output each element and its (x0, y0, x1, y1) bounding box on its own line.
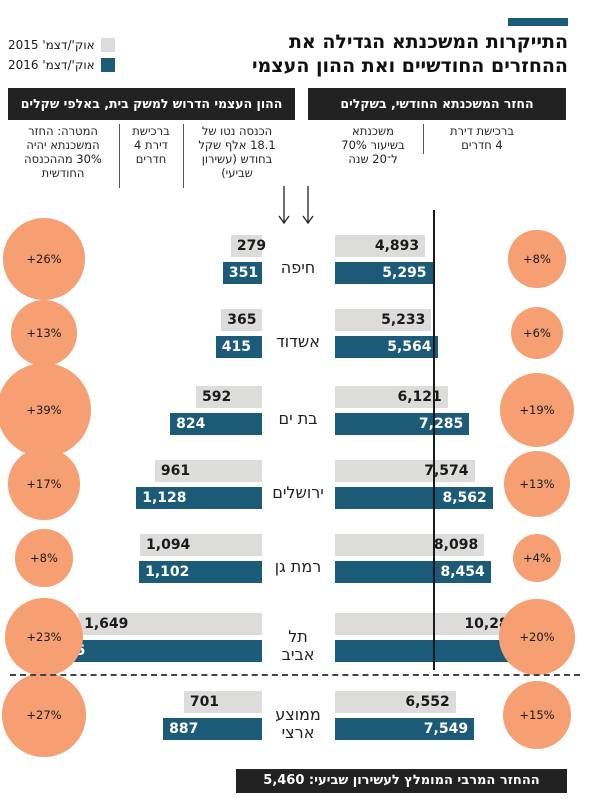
equity-bar: 415 (215, 336, 262, 358)
equity-change-circle: +39% (0, 362, 92, 458)
mortgage-bar: 6,121 (335, 386, 448, 408)
mortgage-bar: 8,098 (335, 534, 485, 556)
equity-bar: 365 (221, 309, 262, 331)
city-label: חיפה (280, 258, 316, 277)
arrow-down-icon (278, 186, 290, 225)
city-label: אשדוד (276, 332, 320, 351)
mortgage-bar: 5,295 (335, 262, 433, 284)
mortgage-change-circle: +13% (504, 451, 570, 517)
equity-bar: 1,649 (78, 613, 262, 635)
city-label: ירושלים (272, 483, 324, 502)
equity-header: ההון העצמי הדרוש למשק בית, באלפי שקלים (8, 88, 295, 120)
mortgage-bar: 7,285 (335, 413, 470, 435)
title-line-2: ההחזרים החודשיים ואת ההון העצמי (251, 55, 568, 77)
mortgage-change-circle: +6% (510, 306, 564, 360)
mortgage-change-circle: +20% (499, 599, 575, 675)
mortgage-change-circle: +4% (513, 534, 561, 582)
legend-swatch-2016 (100, 58, 115, 72)
mortgage-terms-note: משכנתא בשיעור 70% ל־20 שנה (341, 124, 405, 166)
note-separator (119, 124, 120, 188)
legend-label-2015: אוק'/דצמ' 2015 (8, 38, 95, 52)
equity-bar: 887 (163, 718, 262, 740)
mortgage-bar: 7,549 (335, 718, 475, 740)
mortgage-bar: 10,281 (335, 613, 525, 635)
mortgage-bar: 5,233 (335, 309, 432, 331)
footer-note: ההחזר המרבי המומלץ לעשירון שביעי: 5,460 (236, 769, 567, 793)
arrow-down-icon (302, 186, 314, 225)
city-label: ממוצע ארצי (275, 705, 321, 742)
average-divider (10, 674, 580, 676)
equity-change-circle: +26% (2, 217, 86, 301)
city-label: תל אביב (281, 627, 315, 664)
legend-swatch-2015 (100, 38, 115, 52)
equity-bar: 279 (230, 235, 266, 257)
equity-bar: 1,128 (136, 487, 262, 509)
equity-bar: 701 (183, 691, 262, 713)
legend-label-2016: אוק'/דצמ' 2016 (8, 58, 95, 72)
equity-target-note: המטרה: החזר המשכנתא יהיה 30% מההכנסה החו… (24, 124, 102, 180)
mortgage-bar: 8,562 (335, 487, 493, 509)
reference-line (433, 210, 435, 670)
accent-bar (508, 18, 568, 26)
equity-apartment-note: ברכישת דירת 4 חדרים (132, 124, 170, 166)
mortgage-bar: 4,893 (335, 235, 426, 257)
mortgage-change-circle: +8% (508, 230, 566, 288)
mortgage-bar: 6,552 (335, 691, 456, 713)
equity-bar: 824 (170, 413, 262, 435)
mortgage-bar: 5,564 (335, 336, 438, 358)
equity-bar: 1,094 (140, 534, 262, 556)
equity-change-circle: +13% (11, 300, 77, 366)
title-line-1: התייקרות המשכנתא הגדילה את (288, 31, 568, 53)
legend-item-2015: אוק'/דצמ' 2015 (8, 37, 115, 53)
note-separator (423, 124, 424, 154)
mortgage-bar: 7,574 (335, 460, 475, 482)
mortgage-bar: 8,454 (335, 561, 491, 583)
mortgage-change-circle: +15% (502, 680, 572, 750)
equity-bar: 1,102 (139, 561, 262, 583)
mortgage-header: החזר המשכנתא החודשי, בשקלים (308, 88, 566, 120)
equity-change-circle: +17% (8, 448, 80, 520)
equity-bar: 351 (222, 262, 262, 284)
chart-title: התייקרות המשכנתא הגדילה את ההחזרים החודש… (168, 30, 568, 78)
city-label: רמת גן (274, 557, 322, 576)
pointer-arrows (278, 186, 314, 225)
equity-bar: 592 (195, 386, 262, 408)
equity-change-circle: +27% (2, 673, 86, 757)
note-separator (183, 124, 184, 188)
city-label: בת ים (278, 409, 318, 428)
mortgage-change-circle: +19% (500, 373, 574, 447)
equity-change-circle: +23% (4, 597, 84, 677)
equity-income-note: הכנסה נטו של 18.1 אלף שקל בחודש (עשירון … (198, 124, 276, 180)
legend-item-2016: אוק'/דצמ' 2016 (8, 57, 115, 73)
equity-bar: 961 (154, 460, 262, 482)
equity-change-circle: +8% (15, 529, 73, 587)
mortgage-apartment-note: ברכישת דירת 4 חדרים (449, 124, 515, 152)
